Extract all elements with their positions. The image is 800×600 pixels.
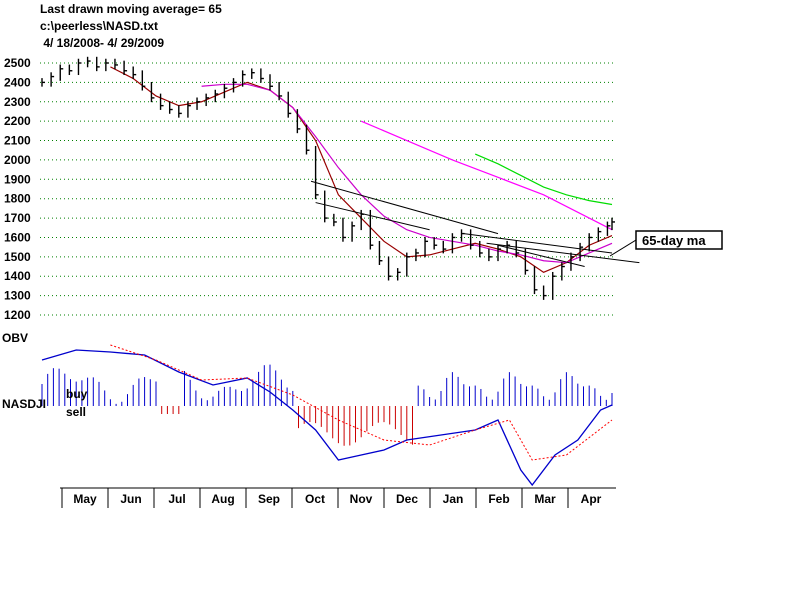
file-path: c:\peerless\NASD.txt	[40, 19, 159, 33]
month-label: Jul	[168, 492, 185, 506]
y-tick-label: 2300	[4, 95, 31, 109]
month-label: May	[73, 492, 97, 506]
y-tick-label: 1800	[4, 192, 31, 206]
trendline	[497, 244, 585, 268]
y-axis-ticks: 1200 1300 1400 1500 1600 1700 1800 1900 2000 2100…	[4, 56, 31, 322]
month-label: Jan	[443, 492, 464, 506]
month-label: Sep	[258, 492, 280, 506]
obv-line	[41, 349, 613, 487]
trendlines	[310, 180, 640, 268]
nasdji-label: NASDJI	[2, 397, 46, 411]
y-tick-label: 2500	[4, 56, 31, 70]
y-tick-label: 2100	[4, 134, 31, 148]
y-tick-label: 1500	[4, 250, 31, 264]
sell-label: sell	[66, 405, 86, 419]
trendline	[315, 202, 430, 231]
series-line-ma21	[110, 66, 613, 274]
y-tick-label: 1700	[4, 211, 31, 225]
obv-label: OBV	[2, 331, 28, 345]
price-bars	[41, 56, 615, 300]
month-label: Apr	[581, 492, 602, 506]
indicator-panel	[41, 344, 613, 487]
series-line-ma_long	[474, 153, 613, 206]
obv-ma-line	[110, 344, 613, 461]
y-tick-label: 1300	[4, 289, 31, 303]
trendline	[310, 180, 499, 235]
month-label: Nov	[350, 492, 373, 506]
month-label: Aug	[211, 492, 234, 506]
y-tick-label: 1400	[4, 269, 31, 283]
trendline	[486, 242, 640, 264]
month-label: Oct	[305, 492, 325, 506]
y-tick-label: 1900	[4, 172, 31, 186]
chart-title: Last drawn moving average= 65	[40, 2, 222, 16]
series-line-ma50	[201, 83, 613, 264]
month-label: Feb	[488, 492, 509, 506]
y-tick-label: 2000	[4, 153, 31, 167]
trendline	[463, 233, 613, 254]
y-tick-label: 1600	[4, 230, 31, 244]
buy-label: buy	[66, 387, 88, 401]
series-line-ma200	[360, 120, 613, 231]
ma-callout-pointer	[609, 239, 637, 257]
y-tick-label: 1200	[4, 308, 31, 322]
y-tick-label: 2200	[4, 114, 31, 128]
moving-averages	[110, 66, 613, 274]
date-range: 4/ 18/2008- 4/ 29/2009	[40, 36, 165, 50]
month-label: Dec	[396, 492, 418, 506]
month-label: Mar	[534, 492, 556, 506]
month-axis: May Jun Jul Aug Sep Oct Nov Dec Jan Feb Mar Apr	[60, 487, 616, 508]
y-tick-label: 2400	[4, 75, 31, 89]
month-label: Jun	[120, 492, 141, 506]
price-grid	[40, 62, 616, 316]
ma-callout-label: 65-day ma	[642, 233, 706, 248]
